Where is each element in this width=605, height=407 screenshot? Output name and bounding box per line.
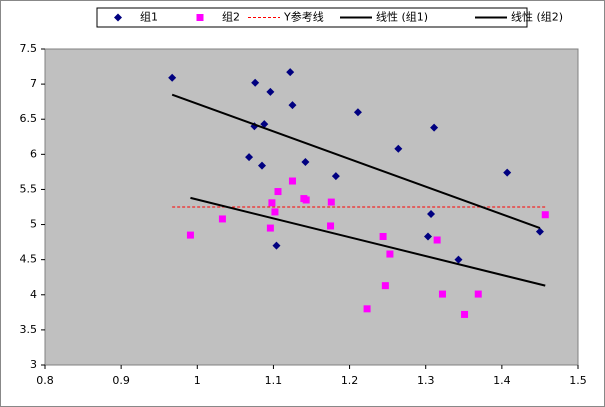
x-tick-label: 0.8 (36, 374, 54, 387)
point (433, 236, 441, 244)
point (288, 101, 297, 110)
y-tick-label: 7 (30, 77, 37, 90)
point (535, 227, 544, 236)
x-tick-label: 1.4 (493, 374, 511, 387)
legend-label: 组2 (222, 10, 240, 24)
legend-label: 线性 (组1) (376, 10, 428, 24)
legend-label: Y参考线 (283, 10, 324, 24)
point (260, 120, 269, 129)
point (271, 208, 279, 216)
point (272, 241, 281, 250)
point (503, 168, 512, 177)
point (430, 123, 439, 132)
point (266, 224, 274, 232)
legend-label: 组1 (140, 10, 158, 24)
point (274, 188, 282, 196)
point (394, 144, 403, 153)
y-tick-label: 6 (30, 147, 37, 160)
y-tick-label: 4 (30, 288, 37, 301)
point (268, 199, 276, 207)
point (186, 231, 194, 239)
legend-marker (196, 14, 204, 21)
x-tick-label: 1 (194, 374, 201, 387)
point (251, 78, 260, 87)
point (331, 172, 340, 181)
point (353, 108, 362, 117)
point (427, 210, 436, 219)
y-tick-label: 6.5 (20, 112, 38, 125)
point (258, 161, 267, 170)
point (245, 153, 254, 162)
point (266, 87, 275, 96)
x-tick-label: 0.9 (112, 374, 130, 387)
y-tick-label: 7.5 (20, 42, 38, 55)
x-tick-label: 1.1 (265, 374, 283, 387)
point (423, 232, 432, 241)
x-tick-label: 1.3 (417, 374, 435, 387)
point (379, 232, 387, 240)
point (168, 73, 177, 82)
legend-label: 线性 (组2) (511, 10, 563, 24)
y-tick-label: 5.5 (20, 182, 38, 195)
point (454, 255, 463, 264)
point (474, 290, 482, 298)
point (363, 305, 371, 313)
point (327, 222, 335, 230)
point (286, 68, 295, 77)
legend-marker (114, 13, 122, 22)
point (381, 282, 389, 290)
x-tick-label: 1.5 (569, 374, 587, 387)
legend-box (96, 7, 528, 28)
point (541, 211, 549, 219)
point (438, 290, 446, 298)
y-tick-label: 4.5 (20, 253, 38, 266)
point (302, 196, 310, 204)
y-tick-label: 5 (30, 218, 37, 231)
trend-line (171, 93, 541, 230)
point (327, 198, 335, 206)
y-tick-label: 3 (30, 358, 37, 371)
point (301, 158, 310, 167)
point (461, 310, 469, 318)
point (218, 215, 226, 223)
point (386, 250, 394, 258)
point (288, 177, 296, 185)
x-tick-label: 1.2 (341, 374, 359, 387)
y-tick-label: 3.5 (20, 323, 38, 336)
trend-line (190, 196, 546, 287)
